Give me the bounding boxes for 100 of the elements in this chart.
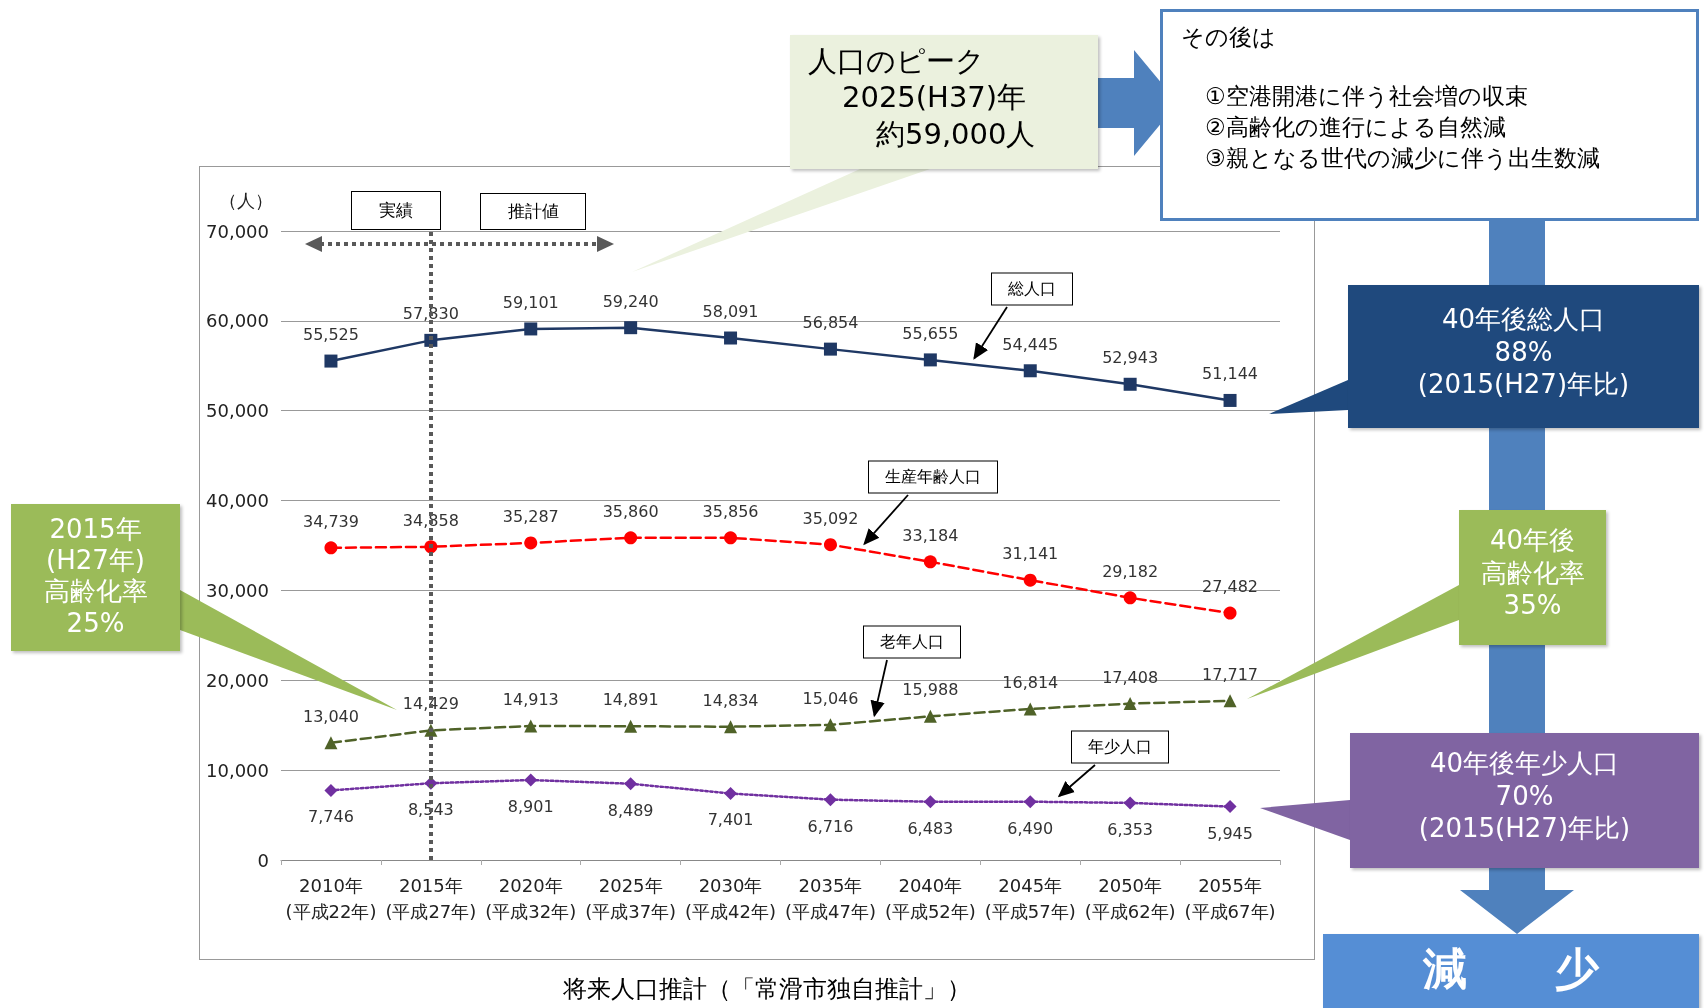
- text: 人口のピーク2025(H37)年約59,000人: [808, 43, 1037, 152]
- text: 総人口: [991, 272, 1073, 306]
- y-tick-label: 20,000: [206, 669, 269, 691]
- data-label: 57,830: [402, 304, 459, 324]
- data-label: 34,858: [402, 510, 459, 530]
- x-tick-label: 2010年 (平成22年): [285, 874, 377, 922]
- data-label: 16,814: [1002, 672, 1059, 692]
- data-label: 35,092: [802, 508, 859, 528]
- point: [923, 353, 937, 367]
- x-tick-label: 2055年 (平成67年): [1184, 874, 1276, 922]
- point: [1023, 702, 1037, 716]
- text: 2015年(H27年)高齢化率25%: [42, 514, 149, 639]
- point: [1123, 697, 1137, 711]
- point: [1223, 800, 1237, 814]
- data-label: 58,091: [702, 302, 759, 322]
- text: 推計値: [506, 200, 560, 223]
- point: [524, 719, 538, 733]
- text: 実績: [378, 199, 414, 222]
- point: [624, 531, 638, 545]
- text: 減 少: [1422, 942, 1600, 996]
- data-label: 13,040: [302, 706, 359, 726]
- data-label: 51,144: [1202, 364, 1259, 384]
- data-label: 54,445: [1002, 334, 1059, 354]
- point: [823, 538, 837, 552]
- point: [324, 541, 338, 555]
- data-label: 59,240: [602, 291, 659, 311]
- y-tick-label: 70,000: [206, 220, 269, 242]
- data-label: 8,489: [607, 800, 654, 820]
- data-label: 14,429: [402, 694, 459, 714]
- text: 将来人口推計（「常滑市独自推計」）: [562, 975, 971, 1003]
- y-tick-label: 40,000: [206, 490, 269, 512]
- data-label: 7,401: [707, 810, 754, 830]
- point: [1123, 377, 1137, 391]
- text: その後は①空港開港に伴う社会増の収束②高齢化の進行による自然減③親となる世代の減少に伴う出生数減: [1181, 24, 1600, 172]
- data-label: 6,716: [807, 816, 854, 836]
- text: 40年後総人口88%(2015(H27)年比): [1416, 303, 1631, 401]
- point: [1223, 694, 1237, 708]
- data-label: 15,988: [902, 680, 959, 700]
- data-label: 33,184: [902, 525, 959, 545]
- point: [724, 720, 738, 734]
- data-label: 31,141: [1002, 544, 1059, 564]
- text: 老年人口: [863, 625, 961, 659]
- point: [1223, 393, 1237, 407]
- point: [524, 536, 538, 550]
- y-axis-title: （人）: [219, 189, 273, 211]
- data-label: 35,856: [702, 501, 759, 521]
- data-label: 8,901: [507, 797, 554, 817]
- point: [1223, 606, 1237, 620]
- text: 40年後高齢化率35%: [1479, 524, 1586, 622]
- point: [923, 555, 937, 569]
- y-tick-label: 10,000: [206, 759, 269, 781]
- point: [1123, 796, 1137, 810]
- point: [624, 719, 638, 733]
- point: [524, 773, 538, 787]
- x-tick-label: 2045年 (平成57年): [984, 874, 1076, 922]
- data-label: 6,490: [1007, 818, 1054, 838]
- point: [823, 793, 837, 807]
- point: [1123, 591, 1137, 605]
- data-label: 5,945: [1207, 823, 1253, 843]
- point: [524, 322, 538, 336]
- data-label: 17,408: [1102, 667, 1159, 687]
- x-tick-label: 2025年 (平成37年): [585, 874, 677, 922]
- data-label: 56,854: [802, 313, 859, 333]
- data-label: 17,717: [1202, 664, 1259, 684]
- point: [324, 783, 338, 797]
- data-label: 27,482: [1202, 577, 1259, 597]
- point: [624, 321, 638, 335]
- point: [724, 787, 738, 800]
- point: [1023, 364, 1037, 378]
- x-tick-label: 2040年 (平成52年): [884, 874, 976, 922]
- text: 年少人口: [1071, 730, 1169, 764]
- text: 生産年齢人口: [868, 460, 998, 494]
- data-label: 14,891: [602, 690, 659, 710]
- point: [823, 342, 837, 356]
- y-tick-label: 50,000: [206, 400, 269, 422]
- data-label: 35,287: [502, 506, 559, 526]
- point: [724, 331, 738, 345]
- data-label: 15,046: [802, 688, 859, 708]
- x-tick-label: 2020年 (平成32年): [485, 874, 577, 922]
- data-label: 55,655: [902, 323, 959, 343]
- point: [324, 736, 338, 750]
- y-tick-label: 0: [257, 849, 269, 871]
- data-label: 29,182: [1102, 561, 1159, 581]
- point: [324, 354, 338, 368]
- point: [823, 718, 837, 732]
- data-label: 6,353: [1107, 819, 1154, 839]
- data-label: 59,101: [502, 292, 559, 312]
- point: [923, 709, 937, 723]
- point: [923, 795, 937, 809]
- data-label: 6,483: [907, 818, 954, 838]
- data-label: 14,913: [502, 690, 559, 709]
- point: [724, 531, 738, 545]
- y-tick-label: 30,000: [206, 579, 269, 601]
- x-tick-label: 2035年 (平成47年): [784, 874, 876, 922]
- point: [1023, 573, 1037, 587]
- data-label: 35,860: [602, 501, 659, 521]
- y-tick-label: 60,000: [206, 310, 269, 332]
- x-tick-label: 2050年 (平成62年): [1084, 874, 1176, 922]
- data-label: 55,525: [302, 325, 359, 345]
- point: [624, 777, 638, 791]
